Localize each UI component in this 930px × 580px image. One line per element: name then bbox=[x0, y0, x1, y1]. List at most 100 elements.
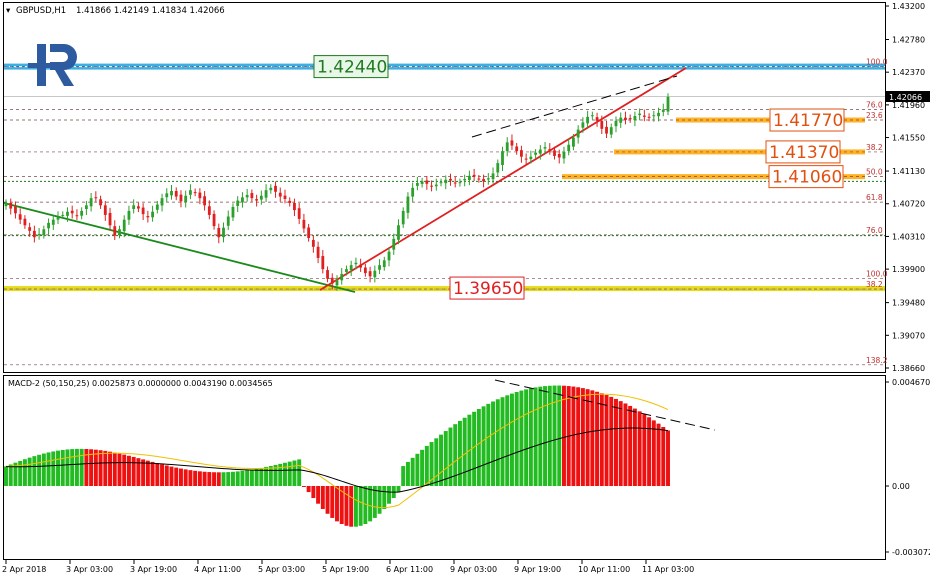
candle-body bbox=[103, 205, 107, 215]
candle-body bbox=[311, 239, 315, 247]
candle-body bbox=[255, 199, 259, 201]
candle-body bbox=[628, 118, 632, 120]
macd-bar bbox=[122, 454, 127, 486]
macd-bar bbox=[178, 468, 183, 486]
macd-bar bbox=[462, 417, 467, 486]
macd-bar bbox=[538, 386, 543, 486]
candle-body bbox=[477, 178, 481, 180]
macd-bar bbox=[325, 486, 330, 514]
candle-body bbox=[378, 265, 381, 270]
candle-body bbox=[80, 210, 84, 216]
chart-ohlc: 1.41866 1.42149 1.41834 1.42066 bbox=[76, 6, 225, 16]
candle-body bbox=[179, 194, 183, 202]
macd-bar bbox=[259, 467, 264, 486]
fib-level-label: 38.2 bbox=[866, 143, 883, 152]
time-tick-label: 6 Apr 11:00 bbox=[386, 565, 433, 574]
candle-body bbox=[609, 127, 613, 135]
time-tick-label: 10 Apr 11:00 bbox=[578, 565, 630, 574]
candle-body bbox=[472, 174, 476, 177]
fib-level-label: 61.8 bbox=[866, 193, 883, 202]
candle-body bbox=[491, 173, 495, 180]
candle-body bbox=[321, 256, 325, 270]
candle-body bbox=[453, 182, 457, 184]
macd-bar bbox=[585, 389, 590, 486]
candle-body bbox=[605, 126, 608, 134]
macd-bar bbox=[476, 409, 481, 486]
fib-level-label: 23.6 bbox=[866, 111, 883, 120]
candle-body bbox=[288, 200, 292, 203]
macd-bar bbox=[495, 399, 500, 486]
candle-body bbox=[505, 142, 509, 152]
macd-bar bbox=[353, 486, 358, 527]
candle-body bbox=[155, 204, 159, 210]
candle-body bbox=[198, 192, 202, 199]
macd-bar bbox=[401, 466, 406, 486]
candle-body bbox=[496, 163, 500, 173]
candle-body bbox=[37, 234, 41, 236]
macd-bar bbox=[349, 486, 354, 527]
candle-body bbox=[652, 115, 656, 117]
fib-level-label: 76.0 bbox=[866, 226, 883, 235]
macd-bar bbox=[150, 461, 155, 486]
price-tick-label: 1.41130 bbox=[892, 167, 925, 176]
time-tick-label: 5 Apr 03:00 bbox=[258, 565, 305, 574]
time-tick-label: 9 Apr 03:00 bbox=[450, 565, 497, 574]
macd-bar bbox=[41, 453, 46, 486]
candle-body bbox=[113, 226, 117, 236]
macd-bar bbox=[410, 457, 415, 486]
macd-bar bbox=[278, 463, 283, 486]
macd-bar bbox=[590, 390, 595, 486]
candle-body bbox=[586, 116, 590, 124]
time-tick-label: 3 Apr 19:00 bbox=[130, 565, 177, 574]
price-panel bbox=[3, 2, 886, 373]
candle-body bbox=[28, 227, 32, 231]
price-tick-label: 1.40720 bbox=[892, 200, 925, 209]
macd-bar bbox=[221, 472, 226, 486]
macd-bar bbox=[543, 386, 548, 486]
macd-bar bbox=[212, 472, 217, 486]
macd-bar bbox=[306, 486, 311, 493]
macd-bar bbox=[273, 464, 278, 486]
macd-bar bbox=[519, 390, 524, 486]
level-box bbox=[313, 55, 389, 79]
macd-bar bbox=[368, 486, 373, 522]
price-tick-label: 1.41550 bbox=[892, 134, 925, 143]
orange-level-band bbox=[614, 149, 865, 155]
candle-body bbox=[406, 196, 410, 213]
fib-level-label: 50.0 bbox=[866, 168, 883, 177]
macd-bar bbox=[439, 434, 444, 486]
macd-bar bbox=[552, 385, 557, 486]
channel-line bbox=[471, 75, 678, 138]
candle-body bbox=[335, 280, 339, 286]
macd-lines bbox=[5, 379, 716, 509]
candle-body bbox=[51, 219, 55, 225]
price-tick-label: 1.40310 bbox=[892, 232, 925, 241]
time-tick-label: 3 Apr 03:00 bbox=[66, 565, 113, 574]
candle-body bbox=[515, 146, 519, 152]
macd-divergence-line bbox=[494, 379, 716, 431]
candle-body bbox=[132, 205, 136, 210]
price-tick-label: 1.39480 bbox=[892, 299, 925, 308]
macd-bar bbox=[377, 486, 382, 514]
price-tick-label: 1.38660 bbox=[892, 364, 925, 373]
candle-body bbox=[553, 150, 556, 156]
macd-bar bbox=[230, 471, 235, 486]
candle-body bbox=[439, 182, 443, 184]
candle-body bbox=[562, 151, 566, 159]
candle-body bbox=[174, 190, 178, 197]
candle-body bbox=[264, 190, 268, 198]
candle-body bbox=[269, 187, 273, 191]
macd-bar bbox=[382, 486, 387, 509]
candle-body bbox=[467, 175, 471, 180]
candle-body bbox=[274, 185, 277, 192]
level-boxes: 1.42440 1.41770 1.41370 1.41060 1.39650 bbox=[313, 55, 845, 300]
macd-bar bbox=[136, 458, 141, 486]
candle-body bbox=[56, 217, 60, 220]
candle-body bbox=[633, 116, 637, 121]
candle-body bbox=[595, 117, 599, 121]
candle-body bbox=[557, 153, 561, 158]
macd-bar bbox=[18, 460, 23, 486]
candle-body bbox=[543, 147, 547, 149]
time-tick-label: 5 Apr 19:00 bbox=[322, 565, 369, 574]
